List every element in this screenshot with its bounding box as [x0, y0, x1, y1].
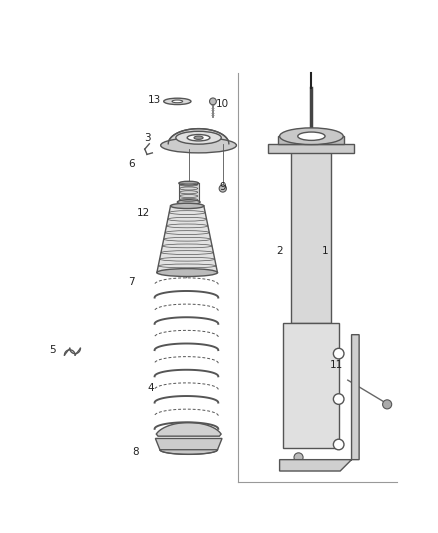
- Text: 2: 2: [276, 246, 283, 256]
- Polygon shape: [283, 324, 339, 448]
- Text: 7: 7: [129, 277, 135, 287]
- Polygon shape: [278, 136, 344, 144]
- Ellipse shape: [383, 400, 392, 409]
- Polygon shape: [156, 423, 221, 436]
- Text: 5: 5: [49, 345, 56, 355]
- Text: 11: 11: [330, 360, 343, 370]
- Ellipse shape: [333, 439, 344, 450]
- Text: 1: 1: [322, 246, 328, 256]
- Ellipse shape: [172, 100, 183, 103]
- Ellipse shape: [194, 136, 203, 140]
- Ellipse shape: [279, 128, 343, 144]
- Polygon shape: [291, 149, 331, 324]
- Polygon shape: [160, 450, 218, 454]
- Ellipse shape: [333, 348, 344, 359]
- Text: 6: 6: [129, 159, 135, 169]
- Ellipse shape: [176, 131, 221, 144]
- Text: 10: 10: [216, 99, 230, 109]
- Text: 9: 9: [219, 182, 226, 192]
- Text: 3: 3: [144, 133, 150, 143]
- Text: 13: 13: [148, 95, 161, 105]
- Polygon shape: [157, 206, 218, 272]
- Ellipse shape: [219, 185, 226, 192]
- Ellipse shape: [179, 181, 198, 185]
- Polygon shape: [168, 128, 229, 144]
- Ellipse shape: [161, 138, 237, 153]
- Text: 12: 12: [137, 208, 150, 219]
- Polygon shape: [268, 144, 354, 153]
- Ellipse shape: [333, 394, 344, 405]
- Text: 8: 8: [132, 447, 139, 457]
- Polygon shape: [179, 183, 198, 202]
- Polygon shape: [155, 439, 222, 450]
- Ellipse shape: [294, 453, 303, 462]
- Ellipse shape: [187, 134, 210, 141]
- Ellipse shape: [157, 269, 218, 277]
- Polygon shape: [279, 335, 359, 471]
- Ellipse shape: [298, 132, 325, 140]
- Text: 4: 4: [148, 383, 154, 393]
- Ellipse shape: [170, 203, 204, 208]
- Ellipse shape: [164, 98, 191, 104]
- Ellipse shape: [177, 200, 200, 205]
- Ellipse shape: [209, 98, 216, 105]
